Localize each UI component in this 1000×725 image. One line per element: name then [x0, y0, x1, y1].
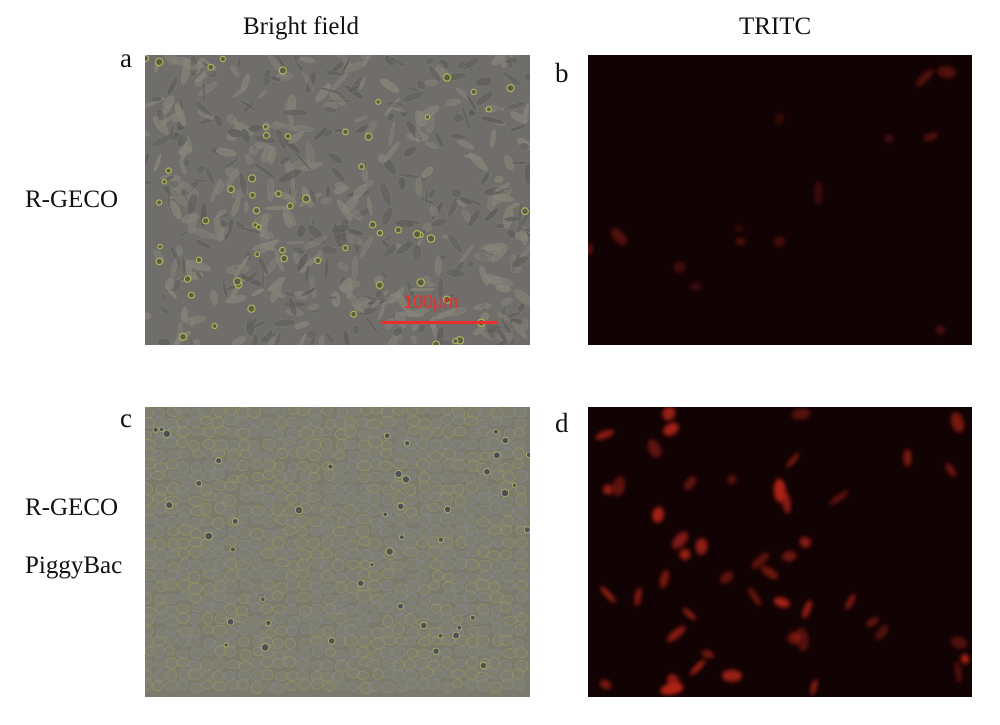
row-label-r-geco: R-GECO: [25, 186, 119, 213]
row-label-r-geco-piggybac-line2: PiggyBac: [25, 552, 123, 579]
panel-letter-c: c: [120, 403, 132, 433]
column-title-bright-field: Bright field: [243, 13, 359, 40]
scale-bar-label: 100μm: [403, 292, 459, 312]
panel-b-tritc-micrograph: [588, 55, 972, 345]
column-title-tritc: TRITC: [739, 13, 812, 40]
row-label-r-geco-piggybac-line1: R-GECO: [25, 494, 119, 521]
panel-letter-a: a: [120, 43, 132, 73]
panel-c-bright-field-micrograph: [145, 407, 530, 697]
panel-a-bright-field-micrograph: 100μm: [145, 55, 530, 345]
scale-bar: [381, 321, 498, 324]
panel-d-tritc-micrograph: [588, 407, 972, 697]
panel-letter-b: b: [555, 58, 569, 88]
panel-letter-d: d: [555, 408, 569, 438]
